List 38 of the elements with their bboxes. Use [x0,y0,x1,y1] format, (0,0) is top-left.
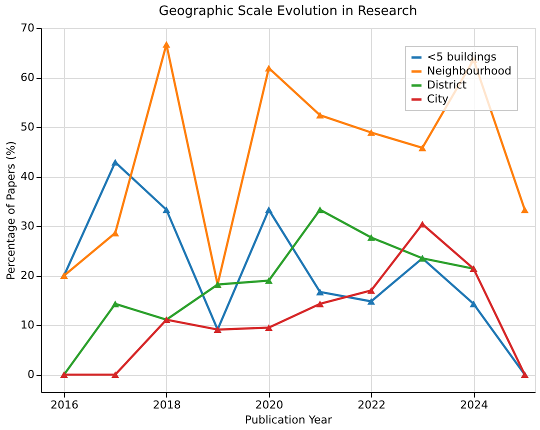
point [316,288,324,296]
y-tick-label: 50 [20,120,34,134]
legend-label: Neighbourhood [427,64,512,78]
y-tick-label: 30 [20,220,34,233]
y-axis-title: Percentage of Papers (%) [4,141,18,280]
point [111,300,120,308]
point [367,129,376,136]
legend-label: City [427,92,450,106]
point [316,112,324,119]
chart-title: Geographic Scale Evolution in Research [158,4,418,19]
x-tick-label: 2020 [255,398,284,412]
point [367,287,376,294]
point [264,277,273,284]
x-tick-label: 2016 [50,398,79,412]
y-tick-label: 40 [20,170,34,184]
x-axis-title: Publication Year [244,414,333,426]
y-tick-label: 10 [20,318,34,332]
y-tick-label: 60 [20,71,34,84]
legend-label: <5 buildings [427,50,497,64]
point [162,40,170,48]
point [367,234,376,241]
point [111,371,120,378]
point [470,300,478,308]
legend-label: District [427,78,468,92]
point [264,324,273,331]
point [162,206,170,214]
point [367,298,376,305]
x-tick-label: 2024 [460,398,488,412]
x-tick-label: 2022 [358,398,386,412]
x-tick-label: 2018 [152,398,181,412]
point [520,206,529,214]
y-tick-label: 70 [20,22,34,34]
point [316,206,324,214]
point [264,206,273,214]
y-tick-label: 0 [28,368,34,382]
y-tick-label: 20 [20,269,34,282]
point [418,144,426,152]
point [316,300,324,308]
